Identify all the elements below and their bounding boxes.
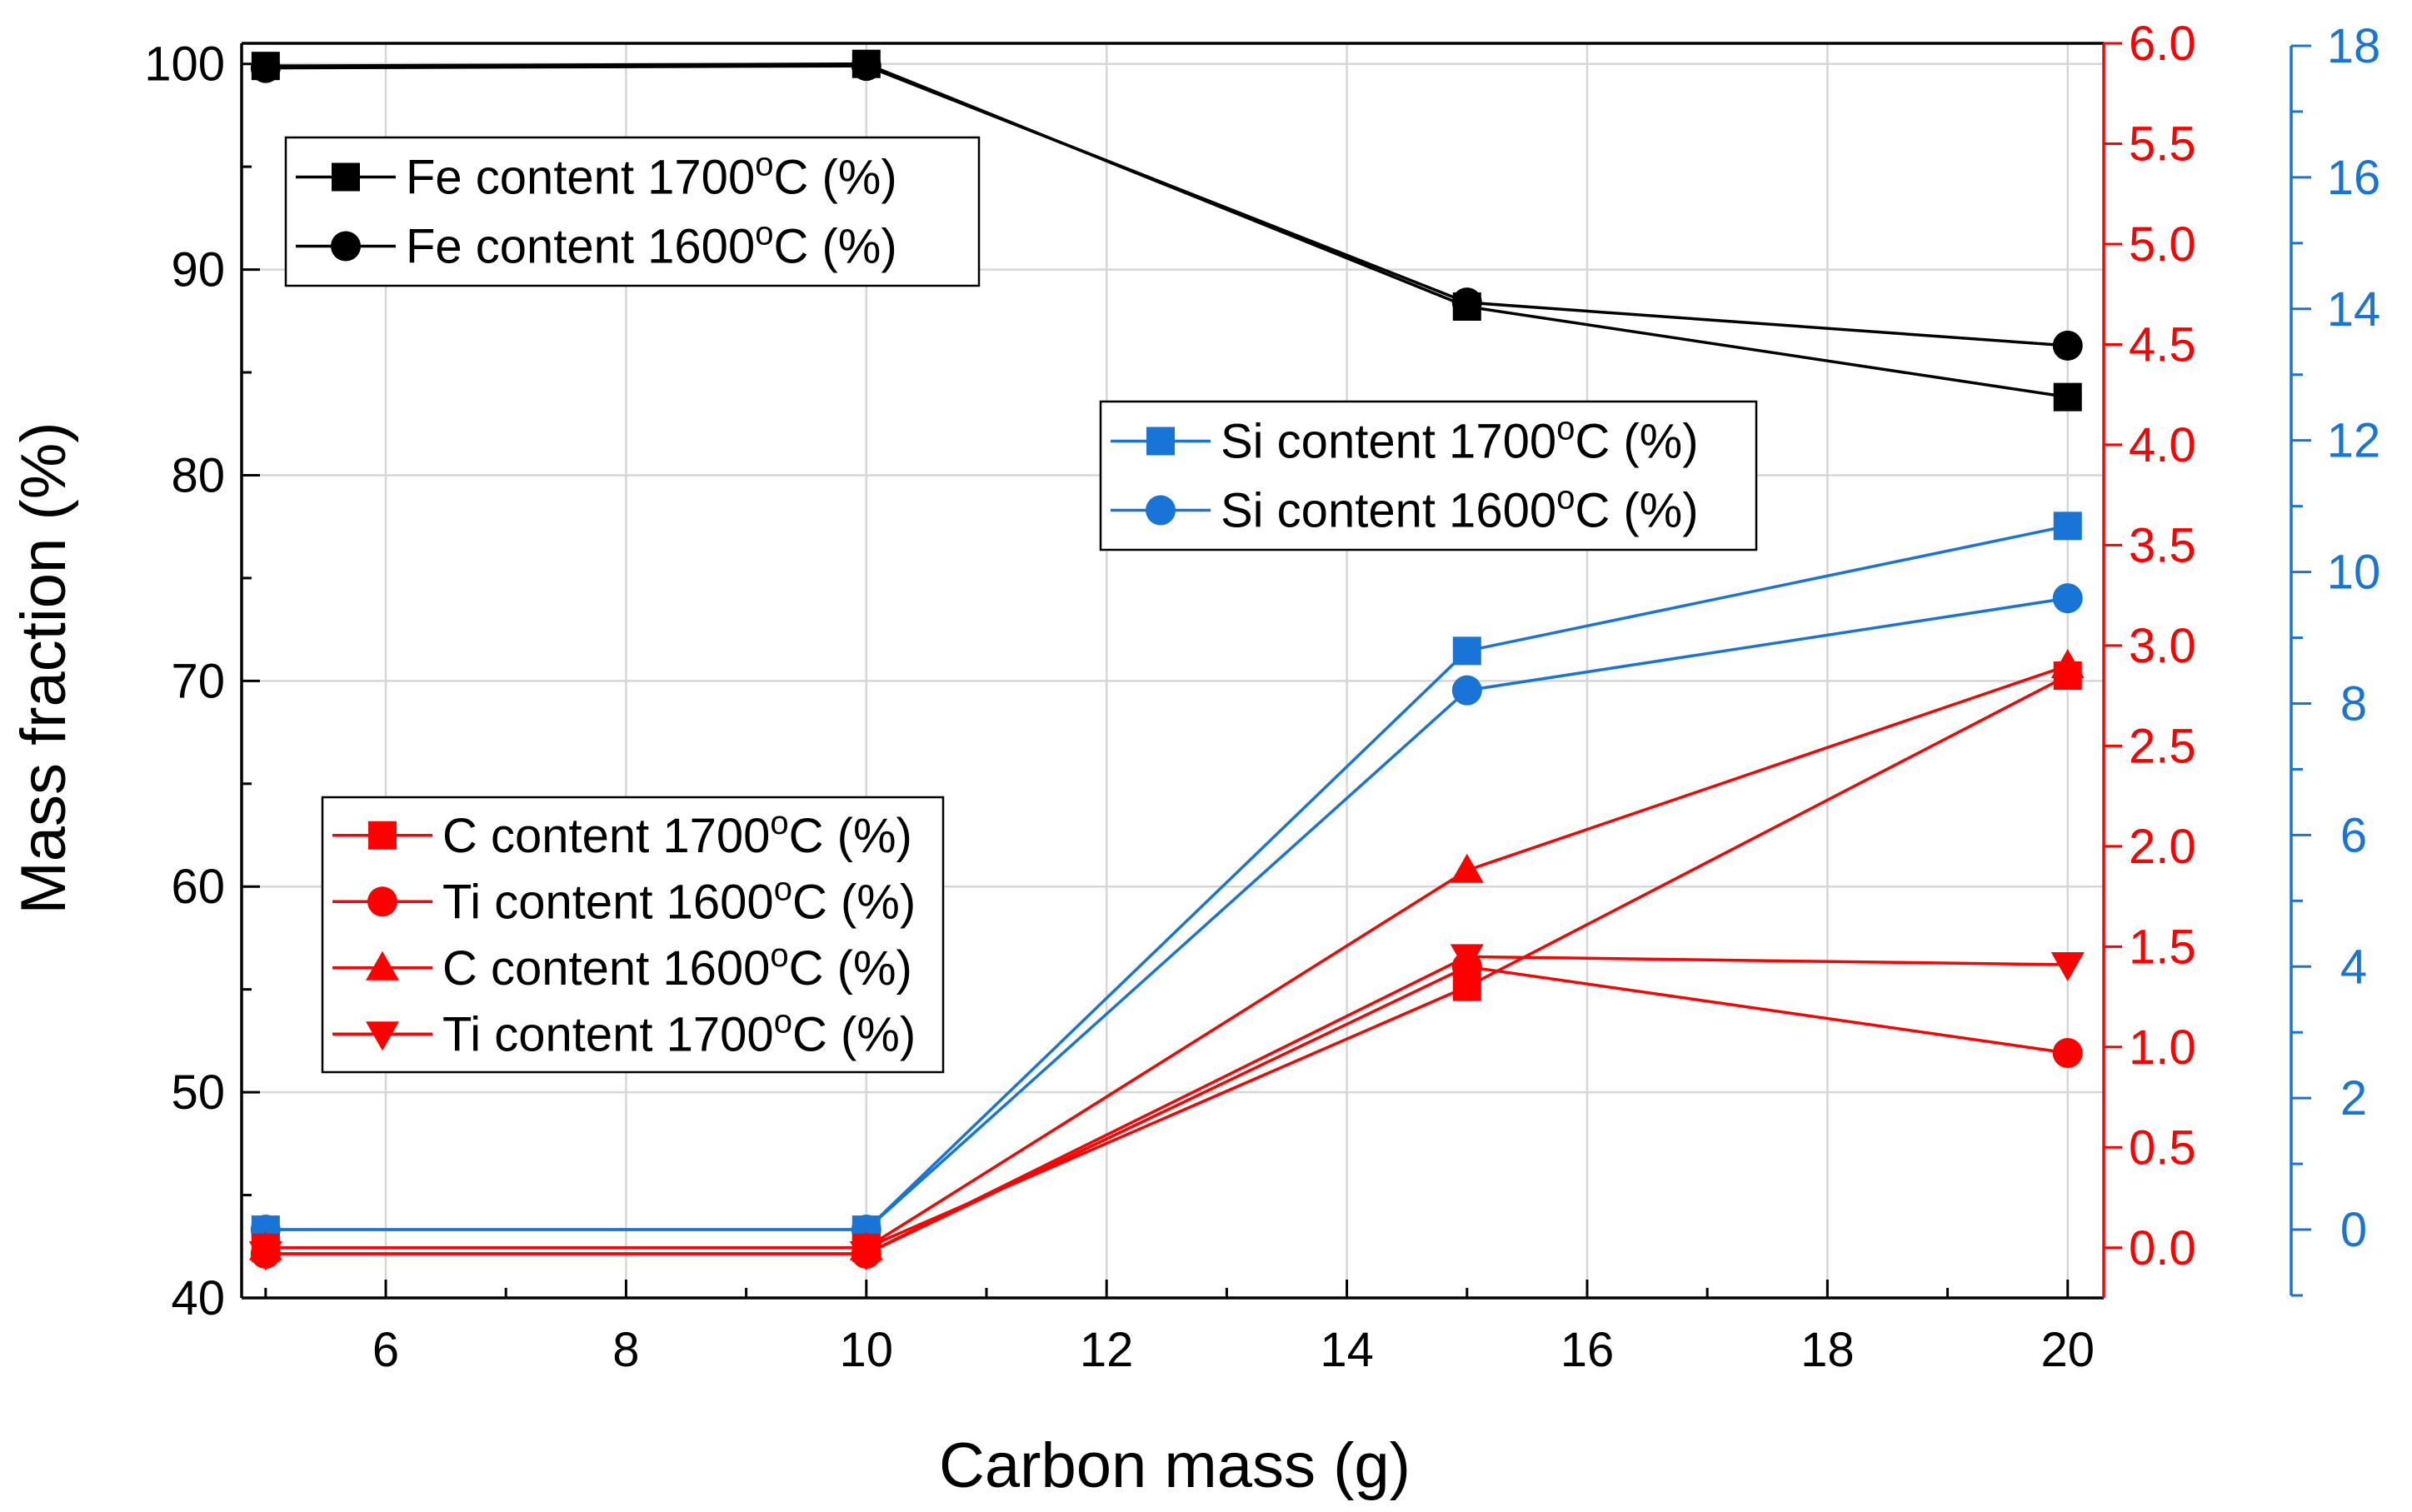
y-blue-tick-label: 12 — [2327, 414, 2381, 468]
data-point-0-3 — [2053, 382, 2082, 412]
x-axis-title: Carbon mass (g) — [939, 1430, 1411, 1501]
legend-label: Fe content 1700oC (%) — [406, 147, 897, 205]
y-left-tick-label: 70 — [171, 654, 225, 708]
y-blue-tick-label: 6 — [2340, 808, 2367, 862]
y-left-tick-label: 80 — [171, 448, 225, 502]
series-line-1 — [265, 64, 2068, 347]
legend-box — [284, 136, 981, 287]
data-point-5-3 — [2052, 1038, 2083, 1069]
x-tick-label: 20 — [2040, 1323, 2095, 1377]
data-point-7-2 — [1450, 944, 1484, 974]
y-axis-title: Mass fraction (%) — [8, 422, 79, 914]
legend-marker — [368, 821, 397, 850]
y-left-tick-label: 40 — [171, 1271, 225, 1325]
x-tick-label: 16 — [1561, 1323, 1615, 1377]
y-red-tick-label: 3.5 — [2129, 518, 2196, 572]
legend-label: Si content 1600oC (%) — [1221, 480, 1699, 538]
legend-marker — [367, 886, 397, 917]
y-red-tick-label: 3.0 — [2129, 619, 2196, 673]
y-red-tick-label: 4.5 — [2129, 317, 2196, 372]
data-point-7-3 — [2050, 952, 2085, 982]
y-red-tick-label: 2.5 — [2129, 719, 2196, 773]
legend-marker — [331, 231, 361, 262]
y-red-tick-label: 5.5 — [2129, 117, 2196, 171]
data-point-3-3 — [2052, 583, 2083, 614]
y-blue-tick-label: 0 — [2340, 1203, 2367, 1257]
y-red-tick-label: 0.5 — [2129, 1120, 2196, 1175]
legend-label: Fe content 1600oC (%) — [406, 216, 897, 274]
x-tick-label: 14 — [1320, 1323, 1374, 1377]
y-red-tick-label: 6.0 — [2129, 17, 2196, 71]
legend-box — [1099, 400, 1758, 551]
legend-marker — [332, 162, 360, 192]
y-left-tick-label: 60 — [171, 860, 225, 914]
y-red-tick-label: 0.0 — [2129, 1221, 2196, 1275]
x-tick-label: 18 — [1800, 1323, 1855, 1377]
series-lines — [265, 62, 2069, 1255]
y-blue-tick-label: 8 — [2340, 676, 2367, 731]
data-point-7-1 — [849, 1240, 883, 1270]
legends: Fe content 1700oC (%) Fe content 1600oC (… — [284, 136, 1758, 1074]
data-point-7-0 — [248, 1240, 282, 1270]
data-point-3-2 — [1451, 675, 1482, 706]
series-line-7 — [265, 955, 2068, 1255]
data-point-1-2 — [1451, 287, 1482, 318]
legend-label: C content 1700oC (%) — [442, 805, 912, 863]
legend-box — [321, 796, 945, 1074]
x-tick-label: 10 — [840, 1323, 894, 1377]
axes: 6 8 10 12 14 16 18 204050607080901000.00.51.01.… — [144, 17, 2380, 1377]
y-red-tick-label: 2.0 — [2129, 820, 2196, 874]
legend-marker — [1146, 495, 1176, 526]
y-left-tick-label: 50 — [171, 1065, 225, 1120]
legend-label: C content 1600oC (%) — [442, 937, 912, 996]
data-point-6-3 — [2050, 648, 2085, 678]
legend-marker — [366, 1021, 399, 1051]
series-line-3 — [265, 596, 2069, 1231]
data-point-6-2 — [1450, 853, 1484, 883]
y-red-tick-label: 1.5 — [2129, 920, 2196, 974]
y-blue-tick-label: 14 — [2327, 282, 2381, 337]
legend-center: Si content 1700oC (%) Si content 1600oC (… — [1099, 400, 1758, 551]
x-tick-label: 6 — [372, 1323, 399, 1377]
data-point-2-3 — [2053, 511, 2082, 541]
data-point-1-0 — [250, 52, 281, 83]
series-markers — [248, 49, 2085, 1270]
y-left-tick-label: 90 — [171, 243, 225, 297]
y-red-tick-label: 5.0 — [2129, 217, 2196, 272]
legend-label: Si content 1700oC (%) — [1221, 411, 1699, 469]
x-tick-label: 8 — [612, 1323, 639, 1377]
y-blue-tick-label: 4 — [2340, 940, 2367, 994]
legend-bottom-left: C content 1700oC (%) Ti content 1600oC (%… — [321, 796, 945, 1074]
y-blue-tick-label: 16 — [2327, 151, 2381, 205]
y-red-tick-label: 4.0 — [2129, 418, 2196, 472]
y-blue-tick-label: 2 — [2340, 1071, 2367, 1125]
series-line-6 — [265, 664, 2069, 1250]
y-red-tick-label: 1.0 — [2129, 1020, 2196, 1075]
y-left-tick-label: 100 — [144, 37, 225, 92]
data-point-1-3 — [2052, 330, 2083, 361]
y-blue-tick-label: 18 — [2327, 19, 2381, 73]
y-blue-tick-label: 10 — [2327, 546, 2381, 600]
data-point-2-2 — [1452, 636, 1481, 666]
x-tick-label: 12 — [1080, 1323, 1134, 1377]
legend-label: Ti content 1700oC (%) — [442, 1003, 916, 1061]
legend-top-left: Fe content 1700oC (%) Fe content 1600oC (… — [284, 136, 981, 287]
legend-label: Ti content 1600oC (%) — [442, 871, 916, 929]
legend-marker — [1146, 427, 1175, 456]
data-point-1-1 — [851, 51, 881, 82]
legend-marker — [366, 951, 399, 981]
